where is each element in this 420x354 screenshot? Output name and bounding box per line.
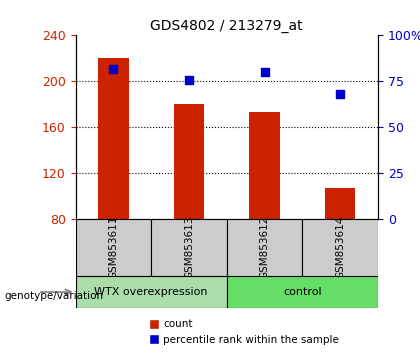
FancyBboxPatch shape <box>302 219 378 276</box>
Bar <box>325 188 355 219</box>
Text: WTX overexpression: WTX overexpression <box>94 287 208 297</box>
Point <box>261 69 268 75</box>
FancyBboxPatch shape <box>151 219 227 276</box>
Point <box>110 66 117 72</box>
Text: GSM853613: GSM853613 <box>184 216 194 280</box>
Bar <box>174 104 204 219</box>
Text: control: control <box>283 287 322 297</box>
Legend: count, percentile rank within the sample: count, percentile rank within the sample <box>144 315 343 349</box>
Text: GSM853612: GSM853612 <box>260 216 270 280</box>
FancyBboxPatch shape <box>227 276 378 308</box>
Point <box>337 91 344 97</box>
Point <box>186 77 192 82</box>
Text: genotype/variation: genotype/variation <box>4 291 103 301</box>
Bar <box>98 58 129 219</box>
FancyBboxPatch shape <box>76 276 227 308</box>
FancyBboxPatch shape <box>227 219 302 276</box>
Text: GSM853614: GSM853614 <box>335 216 345 280</box>
Bar <box>249 113 280 219</box>
Text: GSM853611: GSM853611 <box>108 216 118 280</box>
Title: GDS4802 / 213279_at: GDS4802 / 213279_at <box>150 19 303 33</box>
FancyBboxPatch shape <box>76 219 151 276</box>
